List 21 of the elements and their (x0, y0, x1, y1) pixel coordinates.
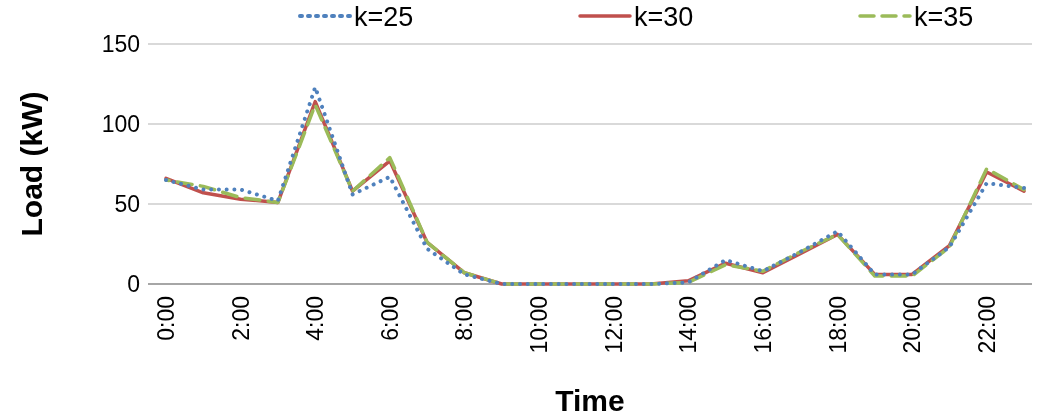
legend-label: k=35 (914, 2, 974, 32)
x-tick-label: 22:00 (973, 296, 1000, 354)
x-tick-label: 18:00 (824, 296, 851, 354)
y-tick-label: 100 (101, 111, 140, 138)
x-tick-label: 16:00 (749, 296, 776, 354)
x-tick-label: 8:00 (451, 296, 478, 341)
y-tick-label: 150 (101, 31, 140, 58)
x-tick-label: 10:00 (526, 296, 553, 354)
x-tick-label: 0:00 (153, 296, 180, 341)
y-axis-title: Load (kW) (15, 91, 48, 237)
x-tick-label: 4:00 (302, 296, 329, 341)
x-tick-label: 2:00 (227, 296, 254, 341)
y-tick-label: 0 (127, 271, 140, 298)
x-tick-label: 6:00 (376, 296, 403, 341)
x-tick-label: 12:00 (600, 296, 627, 354)
legend-label: k=25 (354, 2, 414, 32)
x-tick-label: 20:00 (899, 296, 926, 354)
x-axis-title: Time (555, 384, 625, 417)
x-tick-label: 14:00 (675, 296, 702, 354)
legend-label: k=30 (634, 2, 694, 32)
y-tick-label: 50 (114, 191, 140, 218)
